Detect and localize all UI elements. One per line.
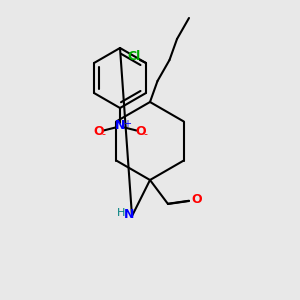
Text: N: N xyxy=(124,208,134,221)
Text: Cl: Cl xyxy=(128,50,141,64)
Text: +: + xyxy=(124,119,131,129)
Text: O: O xyxy=(136,125,146,139)
Text: -: - xyxy=(101,129,106,140)
Text: O: O xyxy=(191,193,202,206)
Text: O: O xyxy=(94,125,104,139)
Text: H: H xyxy=(117,208,126,218)
Text: -: - xyxy=(143,129,148,140)
Text: N: N xyxy=(115,119,125,133)
